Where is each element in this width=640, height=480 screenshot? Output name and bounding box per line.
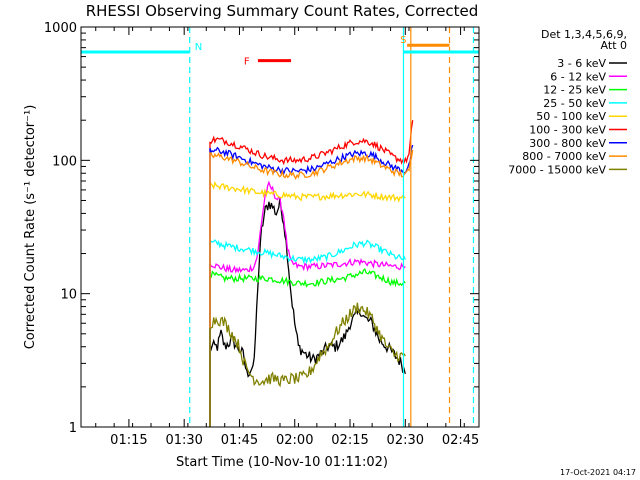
x-tick-label-5: 02:30 xyxy=(387,433,424,448)
x-tick-label-6: 02:45 xyxy=(442,433,479,448)
x-tick-label-0: 01:15 xyxy=(110,433,147,448)
series-line-0 xyxy=(209,197,406,427)
legend-label-1: 6 - 12 keV xyxy=(550,70,606,83)
footer-date: 17-Oct-2021 04:17 xyxy=(560,468,636,477)
x-tick-label-2: 01:45 xyxy=(221,433,258,448)
legend-label-3: 25 - 50 keV xyxy=(543,97,606,110)
series-line-4 xyxy=(209,180,406,427)
annotation-label-2: S xyxy=(400,35,406,46)
legend-label-7: 800 - 7000 keV xyxy=(522,150,606,163)
legend-label-2: 12 - 25 keV xyxy=(543,84,606,97)
legend-label-4: 50 - 100 keV xyxy=(536,110,606,123)
legend-header-1: Att 0 xyxy=(601,39,627,52)
x-tick-label-4: 02:15 xyxy=(331,433,368,448)
x-axis-label: Start Time (10-Nov-10 01:11:02) xyxy=(176,455,388,470)
y-tick-label-1: 10 xyxy=(60,288,77,303)
series-line-3 xyxy=(209,239,406,427)
axes-layer: 01:15 01:30 01:45 02:00 02:15 02:30 02:45 1 10 10… xyxy=(44,21,479,448)
annotation-label-1: F xyxy=(244,57,250,68)
legend-header-0: Det 1,3,4,5,6,9, xyxy=(541,28,627,41)
series-line-5 xyxy=(209,120,414,427)
legend-label-8: 7000 - 15000 keV xyxy=(508,163,606,176)
y-tick-label-3: 1000 xyxy=(44,21,77,36)
legend-label-6: 300 - 800 keV xyxy=(529,137,606,150)
chart-title: RHESSI Observing Summary Count Rates, Co… xyxy=(86,2,479,20)
x-tick-label-1: 01:30 xyxy=(165,433,202,448)
series-line-1 xyxy=(209,180,406,427)
legend-label-5: 100 - 300 keV xyxy=(529,124,606,137)
series-line-7 xyxy=(209,149,414,427)
y-tick-label-0: 1 xyxy=(69,421,77,436)
y-tick-label-2: 100 xyxy=(52,154,77,169)
plot-frame xyxy=(80,26,480,428)
y-axis-label: Corrected Count Rate (s⁻¹ detector⁻¹) xyxy=(23,105,38,350)
series-line-8 xyxy=(209,302,406,427)
legend-label-0: 3 - 6 keV xyxy=(557,57,606,70)
annotation-label-0: N xyxy=(195,42,202,53)
annotation-layer: N F S xyxy=(81,27,479,427)
x-tick-label-3: 02:00 xyxy=(276,433,313,448)
series-line-2 xyxy=(209,267,406,427)
series-line-6 xyxy=(209,144,414,427)
series-layer xyxy=(209,120,414,427)
